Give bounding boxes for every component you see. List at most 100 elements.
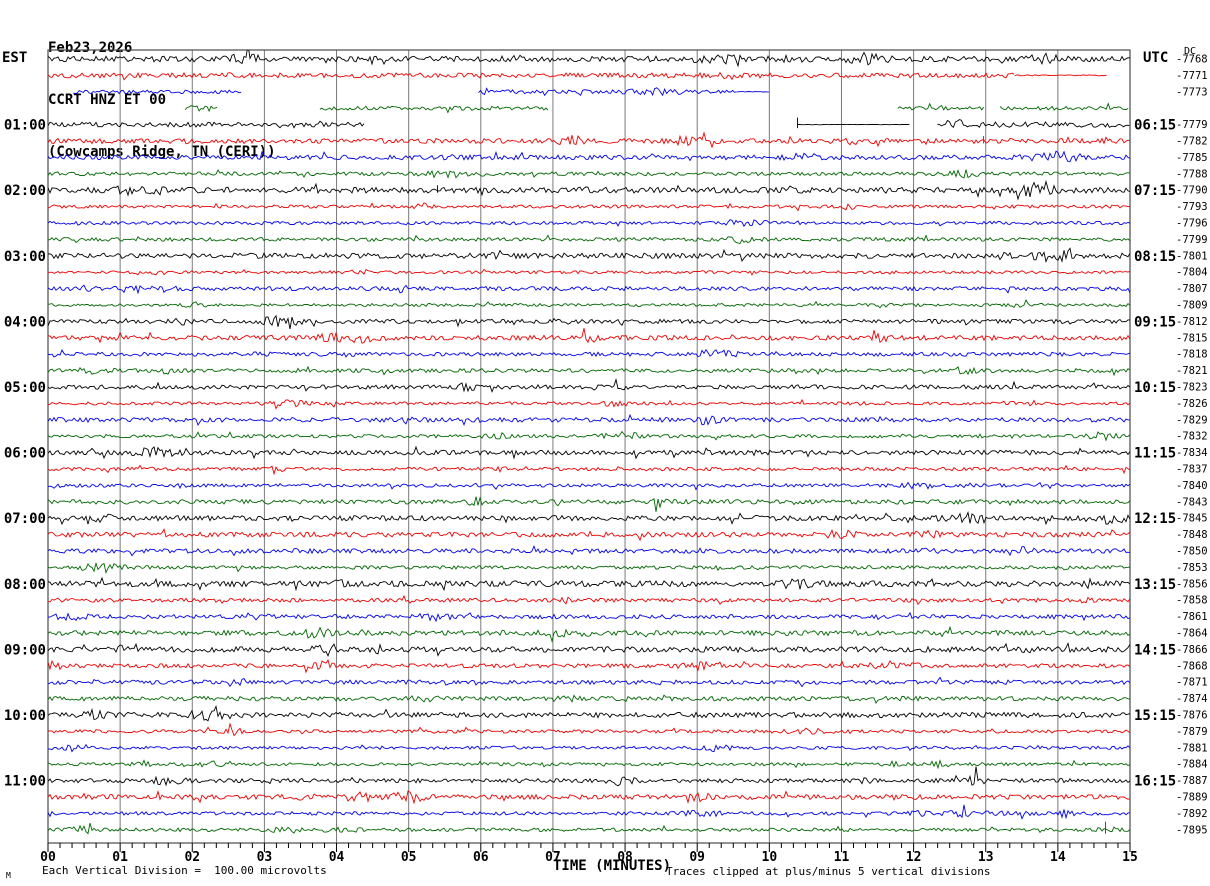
seismogram-trace-row-3 bbox=[184, 102, 1129, 114]
x-tick-label: 04 bbox=[329, 850, 345, 865]
est-hour-label: 07:00 bbox=[4, 511, 46, 527]
seismogram-trace-row-13 bbox=[48, 268, 1130, 276]
dc-offset-value: -7868 bbox=[1176, 660, 1208, 672]
seismogram-trace-row-30 bbox=[48, 544, 1130, 557]
seismogram-trace-row-11 bbox=[48, 234, 1130, 245]
seismogram-trace-row-17 bbox=[48, 328, 1130, 344]
seismogram-trace-row-8 bbox=[48, 179, 1130, 201]
utc-hour-label: 15:15 bbox=[1134, 708, 1176, 724]
dc-offset-value: -7796 bbox=[1176, 218, 1208, 230]
dc-offset-value: -7874 bbox=[1176, 693, 1208, 705]
dc-offset-value: -7785 bbox=[1176, 152, 1208, 164]
dc-offset-value: -7848 bbox=[1176, 529, 1208, 541]
utc-hour-label: 09:15 bbox=[1134, 314, 1176, 330]
x-tick-label: 14 bbox=[1050, 850, 1066, 865]
seismogram-trace-row-38 bbox=[48, 676, 1130, 688]
dc-offset-value: -7850 bbox=[1176, 546, 1208, 558]
dc-offset-value: -7790 bbox=[1176, 185, 1208, 197]
seismogram-trace-row-27 bbox=[48, 496, 1130, 512]
seismogram-trace-row-5 bbox=[48, 131, 1130, 149]
seismogram-trace-row-42 bbox=[48, 743, 1130, 753]
seismogram-trace-row-47 bbox=[48, 821, 1130, 835]
dc-offset-value: -7801 bbox=[1176, 250, 1208, 262]
seismogram-trace-row-22 bbox=[48, 413, 1130, 427]
seismogram-trace-row-34 bbox=[48, 611, 1130, 623]
utc-axis-header: UTC bbox=[1143, 50, 1169, 66]
utc-hour-label: 14:15 bbox=[1134, 642, 1176, 658]
dc-offset-value: -7812 bbox=[1176, 316, 1208, 328]
seismogram-trace-row-24 bbox=[48, 445, 1130, 460]
dc-offset-value: -7837 bbox=[1176, 464, 1208, 476]
seismogram-trace-row-9 bbox=[48, 202, 1130, 212]
seismogram-trace-row-39 bbox=[48, 694, 1130, 704]
dc-offset-value: -7864 bbox=[1176, 628, 1208, 640]
dc-offset-value: -7871 bbox=[1176, 677, 1208, 689]
seismogram-trace-row-45 bbox=[48, 790, 1130, 805]
est-axis-header: EST bbox=[2, 50, 28, 66]
title-block: Feb23,2026 CCRT HNZ ET 00 (Cowcamps Ridg… bbox=[48, 3, 276, 197]
dc-column-header: DC bbox=[1184, 46, 1197, 57]
seismogram-trace-row-46 bbox=[48, 804, 1130, 820]
x-tick-label: 10 bbox=[762, 850, 778, 865]
dc-offset-value: -7853 bbox=[1176, 562, 1208, 574]
dc-offset-value: -7821 bbox=[1176, 365, 1208, 377]
x-tick-label: 03 bbox=[257, 850, 273, 865]
est-hour-label: 09:00 bbox=[4, 642, 46, 658]
dc-offset-value: -7788 bbox=[1176, 168, 1208, 180]
dc-offset-value: -7773 bbox=[1176, 86, 1208, 98]
seismogram-trace-row-41 bbox=[48, 722, 1130, 737]
seismogram-trace-row-20 bbox=[48, 377, 1130, 393]
seismogram-trace-row-7 bbox=[48, 169, 1130, 179]
traces-group bbox=[48, 50, 1130, 835]
seismogram-trace-row-26 bbox=[48, 481, 1130, 491]
seismogram-trace-row-12 bbox=[48, 247, 1130, 263]
dc-offset-value: -7884 bbox=[1176, 759, 1208, 771]
x-tick-label: 15 bbox=[1122, 850, 1138, 865]
dc-offset-value: -7832 bbox=[1176, 431, 1208, 443]
x-tick-label: 01 bbox=[112, 850, 128, 865]
dc-offset-value: -7793 bbox=[1176, 201, 1208, 213]
seismogram-trace-row-0 bbox=[48, 50, 1130, 68]
dc-offset-value: -7834 bbox=[1176, 447, 1208, 459]
seismogram-trace-row-10 bbox=[48, 219, 1130, 228]
dc-offset-value: -7771 bbox=[1176, 70, 1208, 82]
dc-offset-value: -7809 bbox=[1176, 300, 1208, 312]
dc-offset-value: -7829 bbox=[1176, 414, 1208, 426]
x-tick-label: 00 bbox=[40, 850, 56, 865]
est-hour-label: 06:00 bbox=[4, 446, 46, 462]
seismogram-trace-row-15 bbox=[48, 298, 1130, 309]
dc-offset-value: -7815 bbox=[1176, 332, 1208, 344]
utc-hour-label: 07:15 bbox=[1134, 183, 1176, 199]
est-hour-label: 10:00 bbox=[4, 708, 46, 724]
x-tick-label: 02 bbox=[184, 850, 200, 865]
dc-offset-value: -7856 bbox=[1176, 578, 1208, 590]
dc-offset-value: -7818 bbox=[1176, 349, 1208, 361]
dc-offset-value: -7799 bbox=[1176, 234, 1208, 246]
dc-offset-value: -7843 bbox=[1176, 496, 1208, 508]
seismogram-trace-row-19 bbox=[48, 365, 1130, 377]
vertical-scale-note: Each Vertical Division = 100.00 microvol… bbox=[42, 864, 327, 877]
title-station: CCRT HNZ ET 00 bbox=[48, 92, 167, 108]
utc-hour-label: 11:15 bbox=[1134, 446, 1176, 462]
dc-offset-value: -7782 bbox=[1176, 136, 1208, 148]
dc-offset-value: -7895 bbox=[1176, 824, 1208, 836]
x-tick-label: 07 bbox=[545, 850, 561, 865]
seismogram-trace-row-21 bbox=[48, 398, 1130, 410]
seismogram-trace-row-2 bbox=[73, 87, 769, 97]
dc-offset-value: -7804 bbox=[1176, 267, 1208, 279]
seismogram-trace-row-16 bbox=[48, 314, 1130, 330]
dc-offset-value: -7840 bbox=[1176, 480, 1208, 492]
x-tick-label: 05 bbox=[401, 850, 417, 865]
dc-offset-value: -7861 bbox=[1176, 611, 1208, 623]
x-tick-label: 12 bbox=[906, 850, 922, 865]
est-hour-label: 04:00 bbox=[4, 314, 46, 330]
clip-note: Traces clipped at plus/minus 5 vertical … bbox=[666, 865, 991, 878]
seismogram-trace-row-35 bbox=[48, 625, 1130, 643]
dc-offset-value: -7858 bbox=[1176, 595, 1208, 607]
seismogram-trace-row-43 bbox=[48, 759, 1130, 770]
seismogram-trace-row-6 bbox=[48, 150, 1130, 163]
plot-frame bbox=[47, 49, 1131, 844]
seismogram-trace-row-36 bbox=[48, 642, 1130, 657]
x-tick-label: 09 bbox=[689, 850, 705, 865]
